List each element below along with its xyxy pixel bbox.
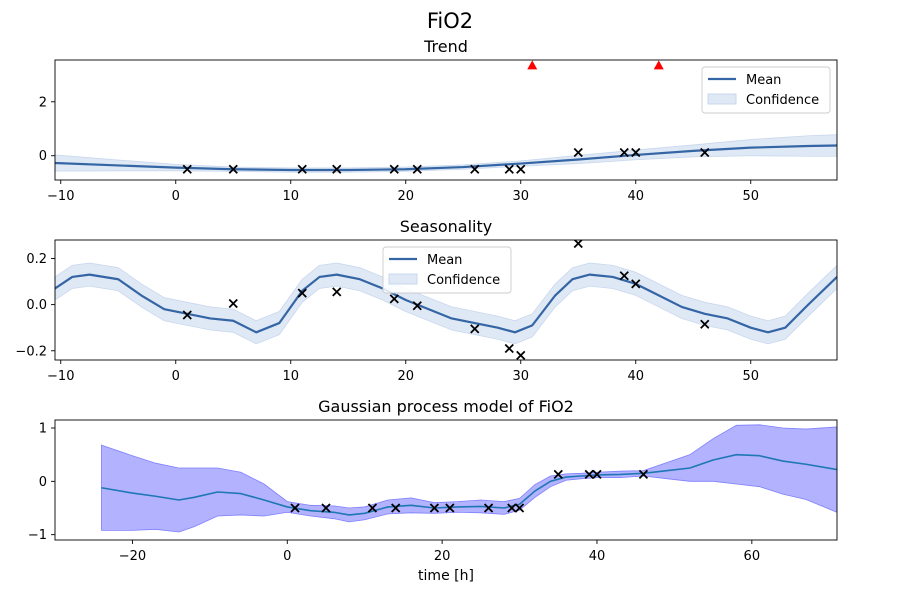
trend-panel: Trend −10 0 10 20 30 40 50 0 2 Mean Confidence — [39, 37, 837, 204]
trend-x-tick-label: 0 — [172, 189, 180, 204]
gp-x-tick-label: 20 — [434, 549, 451, 564]
seasonality-observation-point — [517, 351, 525, 359]
seasonality-x-tick-label: 0 — [172, 369, 180, 384]
trend-y-tick-label: 0 — [39, 149, 47, 164]
seasonality-observation-point — [229, 299, 237, 307]
trend-legend: Mean Confidence — [702, 67, 830, 113]
trend-x-tick-label: −10 — [47, 189, 74, 204]
gp-y-tick-label: 1 — [39, 422, 47, 437]
figure-suptitle: FiO2 — [427, 9, 473, 33]
gp-x-tick-label: 40 — [589, 549, 606, 564]
seasonality-x-tick-label: 20 — [397, 369, 414, 384]
gp-x-tick-label: 60 — [744, 549, 761, 564]
trend-outlier-marker — [527, 60, 537, 69]
trend-x-tick-label: 30 — [512, 189, 529, 204]
trend-legend-confidence-swatch — [708, 94, 736, 104]
trend-x-tick-label: 50 — [742, 189, 759, 204]
trend-legend-confidence-label: Confidence — [746, 93, 819, 108]
trend-y-tick-label: 2 — [39, 95, 47, 110]
seasonality-y-tick-label: 0.0 — [26, 298, 47, 313]
gp-plot-area — [101, 425, 837, 532]
seasonality-panel: Seasonality −10 0 10 20 30 40 50 −0.2 0.0 0.2 Mean… — [15, 217, 837, 384]
seasonality-x-tick-label: 50 — [742, 369, 759, 384]
gp-x-tick-label: −20 — [119, 549, 146, 564]
gp-model-xlabel: time [h] — [418, 568, 474, 584]
gp-y-tick-label: 0 — [39, 475, 47, 490]
gp-confidence-band — [101, 425, 837, 532]
seasonality-legend-mean-label: Mean — [427, 253, 462, 268]
seasonality-x-tick-label: 40 — [627, 369, 644, 384]
seasonality-observation-point — [333, 288, 341, 296]
gp-model-title: Gaussian process model of FiO2 — [318, 397, 574, 416]
trend-plot-area — [55, 135, 837, 174]
trend-x-tick-label: 20 — [397, 189, 414, 204]
seasonality-x-tick-label: 10 — [282, 369, 299, 384]
trend-legend-mean-label: Mean — [746, 73, 781, 88]
seasonality-y-tick-label: 0.2 — [26, 252, 47, 267]
trend-x-tick-label: 10 — [282, 189, 299, 204]
seasonality-x-tick-label: 30 — [512, 369, 529, 384]
gp-model-panel: Gaussian process model of FiO2 time [h] … — [28, 397, 837, 584]
trend-outlier-marker — [654, 60, 664, 69]
seasonality-observation-point — [574, 239, 582, 247]
seasonality-legend: Mean Confidence — [383, 247, 511, 293]
trend-title: Trend — [423, 37, 468, 56]
seasonality-x-tick-label: −10 — [47, 369, 74, 384]
seasonality-legend-confidence-swatch — [389, 274, 417, 284]
seasonality-legend-confidence-label: Confidence — [427, 273, 500, 288]
gp-x-tick-label: 0 — [283, 549, 291, 564]
trend-x-tick-label: 40 — [627, 189, 644, 204]
seasonality-y-tick-label: −0.2 — [15, 344, 47, 359]
seasonality-observation-point — [505, 344, 513, 352]
seasonality-title: Seasonality — [400, 217, 493, 236]
gp-y-tick-label: −1 — [28, 528, 47, 543]
